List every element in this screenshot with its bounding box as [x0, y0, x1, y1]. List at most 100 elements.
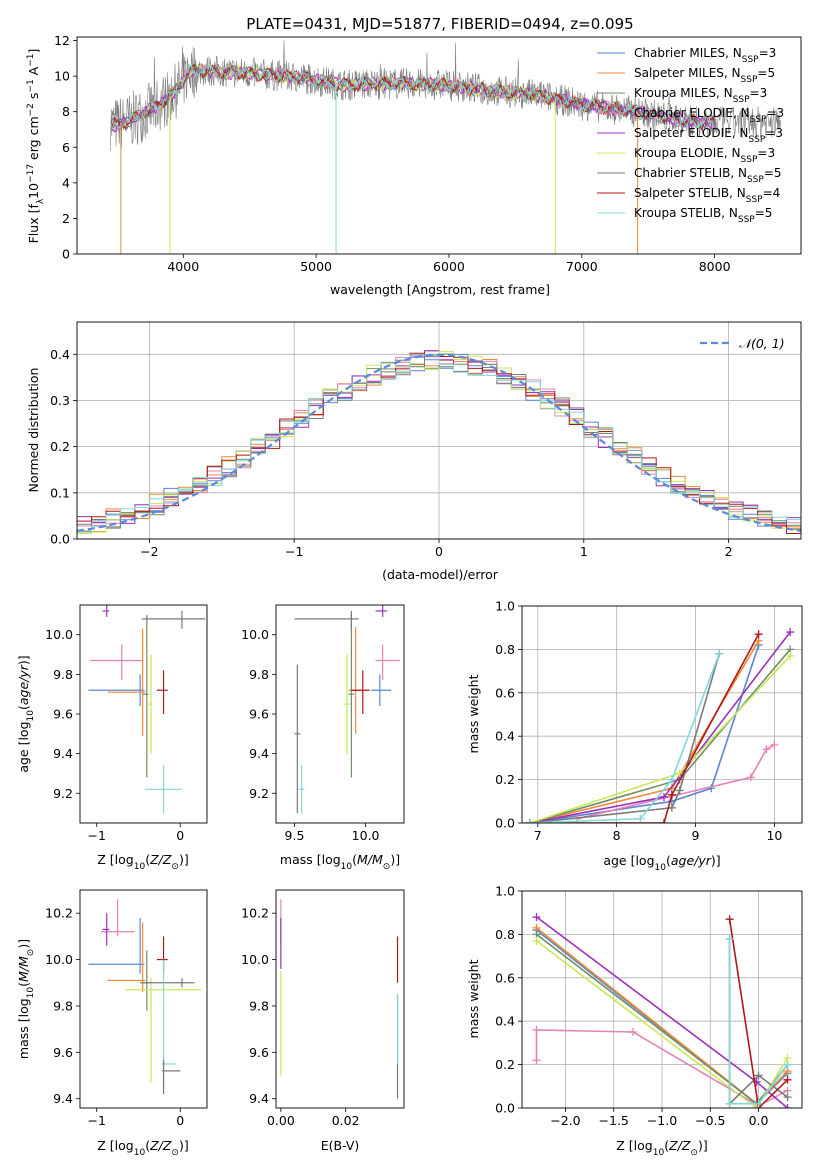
plot-area: [109, 40, 782, 254]
residual-panel: −2 −1 0 1 2 0.0 0.1 0.2 0.3 0.4 𝒩(0, 1) (data-model…: [26, 321, 802, 582]
x-tick-label: 8: [613, 828, 621, 843]
legend-entry: Salpeter ELODIE, NSSP=3: [634, 126, 783, 145]
y-tick-label: 0: [62, 247, 70, 262]
plus-marker: [752, 1104, 761, 1108]
x-axis-label: Z [log10(Z/Z⊙)]: [97, 852, 188, 872]
plus-marker: [754, 1071, 763, 1080]
axes-frame: [275, 889, 405, 1109]
model-line-salpeter-elodie: [111, 62, 715, 133]
plus-marker: [532, 1025, 541, 1034]
y-tick-label: 10.0: [45, 952, 73, 967]
plus-marker: [783, 1104, 792, 1108]
plus-marker: [659, 792, 668, 801]
y-tick-label: 9.4: [249, 1091, 269, 1106]
ticks: 4000 5000 6000 7000 8000 0 2 4 6 8 10 12: [54, 33, 731, 274]
legend-entry: Chabrier STELIB, NSSP=5: [634, 166, 782, 185]
plus-marker: [675, 769, 684, 778]
y-tick-label: 0.3: [50, 393, 70, 408]
line-kroupa-stelib: [728, 938, 789, 1105]
x-tick-label: 0.0: [749, 1113, 769, 1128]
axes-frame: [275, 604, 405, 824]
x-tick-label: 9.5: [285, 828, 305, 843]
x-tick-label: −0.5: [695, 1113, 725, 1128]
y-axis-label: mass weight: [466, 674, 481, 753]
y-tick-label: 10.2: [241, 906, 269, 921]
y-tick-label: 12: [54, 33, 70, 48]
x-tick-label: 0.00: [267, 1113, 295, 1128]
plus-marker: [725, 934, 734, 943]
y-tick-label: 9.8: [249, 667, 269, 682]
plus-marker: [629, 1028, 638, 1037]
y-tick-label: 9.8: [249, 998, 269, 1013]
x-tick-label: −1: [87, 828, 105, 843]
y-axis-label: mass weight: [466, 959, 481, 1038]
y-tick-label: 10.0: [45, 627, 73, 642]
plus-marker: [667, 775, 676, 784]
x-axis-label: E(B-V): [321, 1138, 360, 1153]
x-tick-label: 0: [435, 544, 443, 559]
x-tick-label: −1.0: [647, 1113, 677, 1128]
line-kroupa-stelib: [529, 653, 720, 823]
x-tick-label: 1: [580, 544, 588, 559]
y-tick-label: 10.0: [241, 952, 269, 967]
y-axis-label: age [log10(age/yr)]: [16, 655, 36, 772]
plus-marker: [667, 803, 676, 812]
plus-marker: [762, 745, 771, 754]
plot-area: [532, 913, 792, 1108]
y-tick-label: 9.8: [53, 998, 73, 1013]
ticks: 7 8 9 10 0.0 0.2 0.4 0.6 0.8 1.0: [495, 599, 782, 844]
y-tick-label: 2: [62, 211, 70, 226]
x-axis-label: (data-model)/error: [382, 567, 499, 582]
spectrum-panel: 4000 5000 6000 7000 8000 0 2 4 6 8 10 12 Chabrier MI…: [26, 33, 802, 297]
y-tick-label: 0.6: [495, 970, 515, 985]
ticks: −1 0 9.4 9.6 9.8 10.0 10.2: [45, 906, 184, 1128]
y-tick-label: 0.6: [495, 685, 515, 700]
line-salpeter-stelib: [728, 919, 789, 1108]
x-tick-label: 0.02: [332, 1113, 360, 1128]
ticks: −2.0 −1.5 −1.0 −0.5 0.0 0.0 0.2 0.4 0.6 0.8 1.0: [495, 884, 768, 1129]
x-tick-label: 10.0: [352, 828, 380, 843]
axes-frame: [79, 604, 208, 824]
plot-area: [88, 605, 206, 814]
legend-entry: Chabrier MILES, NSSP=3: [634, 46, 776, 65]
axes-frame: [79, 889, 208, 1109]
plus-marker: [770, 740, 779, 749]
y-tick-label: 9.6: [249, 1045, 269, 1060]
y-tick-label: 9.2: [53, 786, 73, 801]
plus-marker: [525, 819, 534, 823]
plot-area: [294, 605, 400, 814]
y-tick-label: 0.4: [495, 729, 515, 744]
y-tick-label: 9.8: [53, 667, 73, 682]
y-axis-label: Normed distribution: [26, 368, 41, 493]
line-salpeter-miles: [529, 640, 760, 823]
age-vs-mass-panel: 9.5 10.0 9.2 9.4 9.6 9.8 10.0 mass [log10(M/M⊙)…: [241, 604, 405, 872]
y-tick-label: 10: [54, 69, 70, 84]
x-tick-label: 5000: [300, 259, 332, 274]
y-tick-label: 9.6: [53, 707, 73, 722]
plus-marker: [754, 1099, 763, 1108]
x-tick-label: 10: [766, 828, 782, 843]
y-tick-label: 1.0: [495, 884, 515, 899]
mass-vs-ebv-panel: 0.00 0.02 9.4 9.6 9.8 10.0 10.2 E(B-V): [241, 889, 405, 1153]
x-axis-label: wavelength [Angstrom, rest frame]: [330, 282, 550, 297]
plus-marker: [675, 786, 684, 795]
plus-marker: [783, 1060, 792, 1069]
plus-marker: [532, 1056, 541, 1065]
plus-marker: [667, 790, 676, 799]
x-tick-label: 6000: [433, 259, 465, 274]
x-tick-label: −1: [87, 1113, 105, 1128]
axes-frame: [521, 890, 803, 1109]
mass-vs-z-panel: −1 0 9.4 9.6 9.8 10.0 10.2 Z [log10(Z/Z⊙)] mass …: [16, 889, 208, 1158]
y-tick-label: 8: [62, 104, 70, 119]
x-axis-label: mass [log10(M/M⊙)]: [280, 852, 400, 872]
plot-area: [525, 628, 795, 823]
axes-frame: [76, 36, 802, 255]
x-tick-label: 2: [725, 544, 733, 559]
x-tick-label: 8000: [699, 259, 731, 274]
plot-area: [77, 350, 801, 534]
y-tick-label: 0.4: [50, 347, 70, 362]
y-tick-label: 9.4: [249, 746, 269, 761]
plus-marker: [786, 651, 795, 660]
